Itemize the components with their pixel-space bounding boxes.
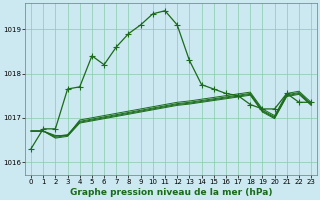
X-axis label: Graphe pression niveau de la mer (hPa): Graphe pression niveau de la mer (hPa) bbox=[70, 188, 272, 197]
